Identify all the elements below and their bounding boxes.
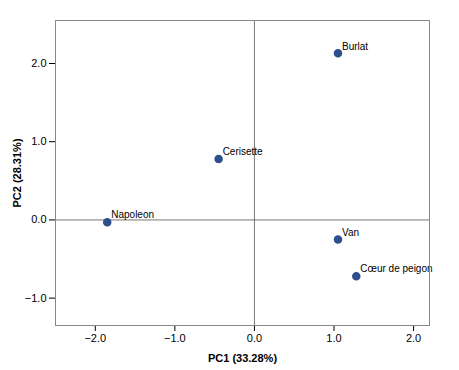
svg-text:1.0: 1.0	[326, 332, 341, 344]
svg-text:2.0: 2.0	[406, 332, 421, 344]
svg-text:−1.0: −1.0	[164, 332, 186, 344]
svg-text:PC1 (33.28%): PC1 (33.28%)	[208, 352, 277, 364]
svg-text:−1.0: −1.0	[25, 292, 47, 304]
svg-text:Cerisette: Cerisette	[223, 146, 263, 157]
svg-text:1.0: 1.0	[31, 135, 46, 147]
svg-text:0.0: 0.0	[247, 332, 262, 344]
svg-text:Van: Van	[342, 227, 359, 238]
svg-text:2.0: 2.0	[31, 57, 46, 69]
svg-text:Cœur de peigon: Cœur de peigon	[360, 263, 432, 274]
svg-text:PC2 (28.31%): PC2 (28.31%)	[11, 138, 23, 207]
svg-text:0.0: 0.0	[31, 213, 46, 225]
svg-text:Burlat: Burlat	[342, 41, 368, 52]
svg-text:Napoleon: Napoleon	[111, 209, 154, 220]
svg-text:−2.0: −2.0	[84, 332, 106, 344]
